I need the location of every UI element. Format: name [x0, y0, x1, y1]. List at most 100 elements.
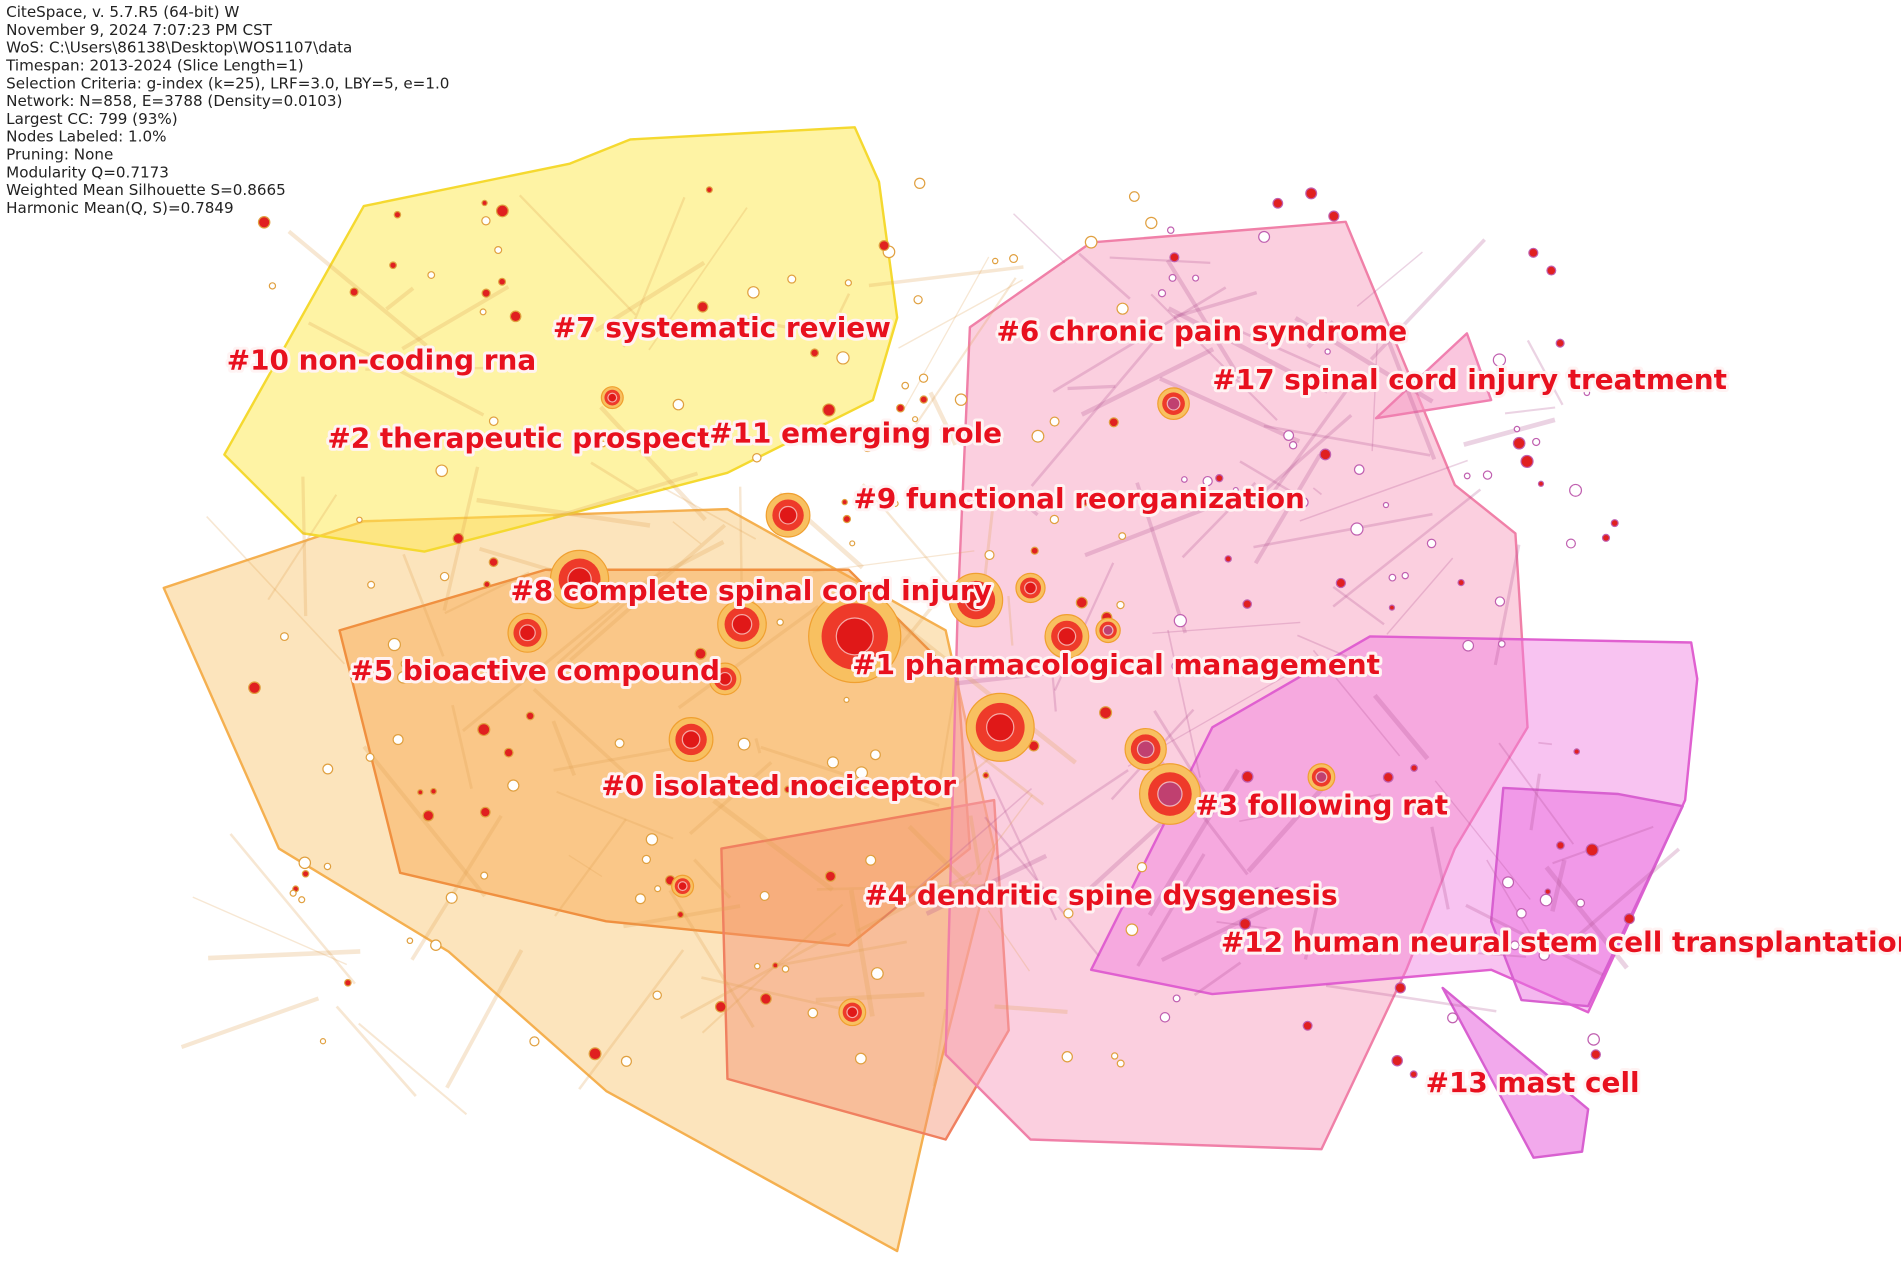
node: [268, 282, 277, 290]
node: [1576, 898, 1586, 908]
link: [1253, 512, 1433, 549]
node: [389, 261, 397, 270]
node: [1410, 764, 1418, 772]
node: [862, 441, 874, 453]
link: [385, 286, 415, 311]
node: [507, 779, 520, 792]
cluster-label: #4 dendritic spine dysgenesis: [864, 878, 1337, 911]
link: [556, 570, 662, 665]
node: [1394, 982, 1406, 994]
link: [898, 279, 1023, 349]
link: [1440, 949, 1527, 958]
link: [551, 720, 576, 777]
link: [1299, 459, 1468, 522]
link: [1084, 499, 1225, 558]
hull: [1374, 332, 1493, 420]
node: [1544, 888, 1552, 895]
hub-node: [718, 671, 732, 686]
node: [1399, 325, 1408, 333]
link: [688, 761, 773, 836]
node: [439, 571, 450, 582]
node: [1395, 371, 1408, 385]
node: [1116, 600, 1125, 610]
cluster-label: #2 therapeutic prospect: [327, 421, 710, 454]
cluster-label: #6 chronic pain syndrome: [997, 315, 1408, 348]
hub-node: [519, 624, 536, 642]
hub-node: [778, 505, 798, 525]
cluster-label: #3 following rat: [1195, 789, 1448, 822]
cluster-label: #10 non-coding rna: [227, 344, 536, 377]
link: [985, 769, 1058, 921]
node: [843, 696, 850, 703]
link: [1030, 335, 1159, 487]
link: [680, 932, 837, 1020]
link: [1173, 290, 1258, 319]
link: [838, 293, 851, 313]
node: [498, 277, 507, 286]
link: [816, 884, 986, 891]
node: [841, 498, 848, 506]
node: [1388, 604, 1396, 611]
node: [495, 204, 509, 218]
link: [1080, 347, 1215, 417]
link: [1153, 710, 1209, 797]
node: [870, 967, 884, 981]
node: [427, 271, 436, 279]
link: [1369, 238, 1486, 361]
node: [481, 216, 491, 226]
node: [452, 532, 464, 545]
node: [1049, 416, 1060, 427]
node: [289, 889, 297, 897]
node: [842, 514, 852, 524]
node: [400, 659, 410, 669]
link: [949, 794, 1033, 906]
node: [1239, 917, 1252, 930]
node: [1462, 639, 1475, 652]
link: [1550, 859, 1567, 912]
link: [532, 687, 646, 792]
link: [745, 317, 794, 331]
node: [1145, 216, 1158, 230]
node: [387, 637, 401, 652]
link: [1303, 886, 1323, 960]
link: [622, 196, 686, 348]
link: [1297, 634, 1348, 658]
link: [1498, 742, 1575, 845]
link: [1165, 259, 1242, 380]
node: [356, 516, 363, 524]
link: [1167, 629, 1201, 778]
node: [1181, 659, 1191, 669]
link: [1332, 585, 1385, 626]
node: [1353, 464, 1365, 475]
link: [611, 539, 725, 602]
link: [1067, 384, 1116, 391]
node: [1409, 1070, 1418, 1079]
node: [826, 756, 840, 769]
info-line: CiteSpace, v. 5.7.R5 (64-bit) W: [6, 3, 239, 21]
node: [1116, 1059, 1125, 1068]
link: [1012, 493, 1039, 517]
node: [652, 990, 662, 1000]
link: [451, 704, 473, 789]
link: [444, 571, 530, 615]
node: [417, 789, 424, 796]
link: [287, 229, 428, 348]
node: [759, 992, 772, 1005]
node: [1258, 230, 1271, 243]
node: [248, 681, 261, 695]
hull: [1489, 786, 1684, 1008]
node: [991, 257, 999, 265]
node: [1335, 577, 1347, 589]
link: [362, 745, 487, 898]
link: [402, 553, 445, 657]
link: [335, 1005, 417, 1097]
node: [807, 1007, 819, 1019]
link: [1544, 865, 1629, 970]
node: [1623, 913, 1635, 925]
node: [878, 240, 890, 252]
hub-node: [986, 713, 1015, 742]
link: [712, 798, 834, 892]
node: [1516, 908, 1527, 919]
link: [701, 903, 844, 1034]
